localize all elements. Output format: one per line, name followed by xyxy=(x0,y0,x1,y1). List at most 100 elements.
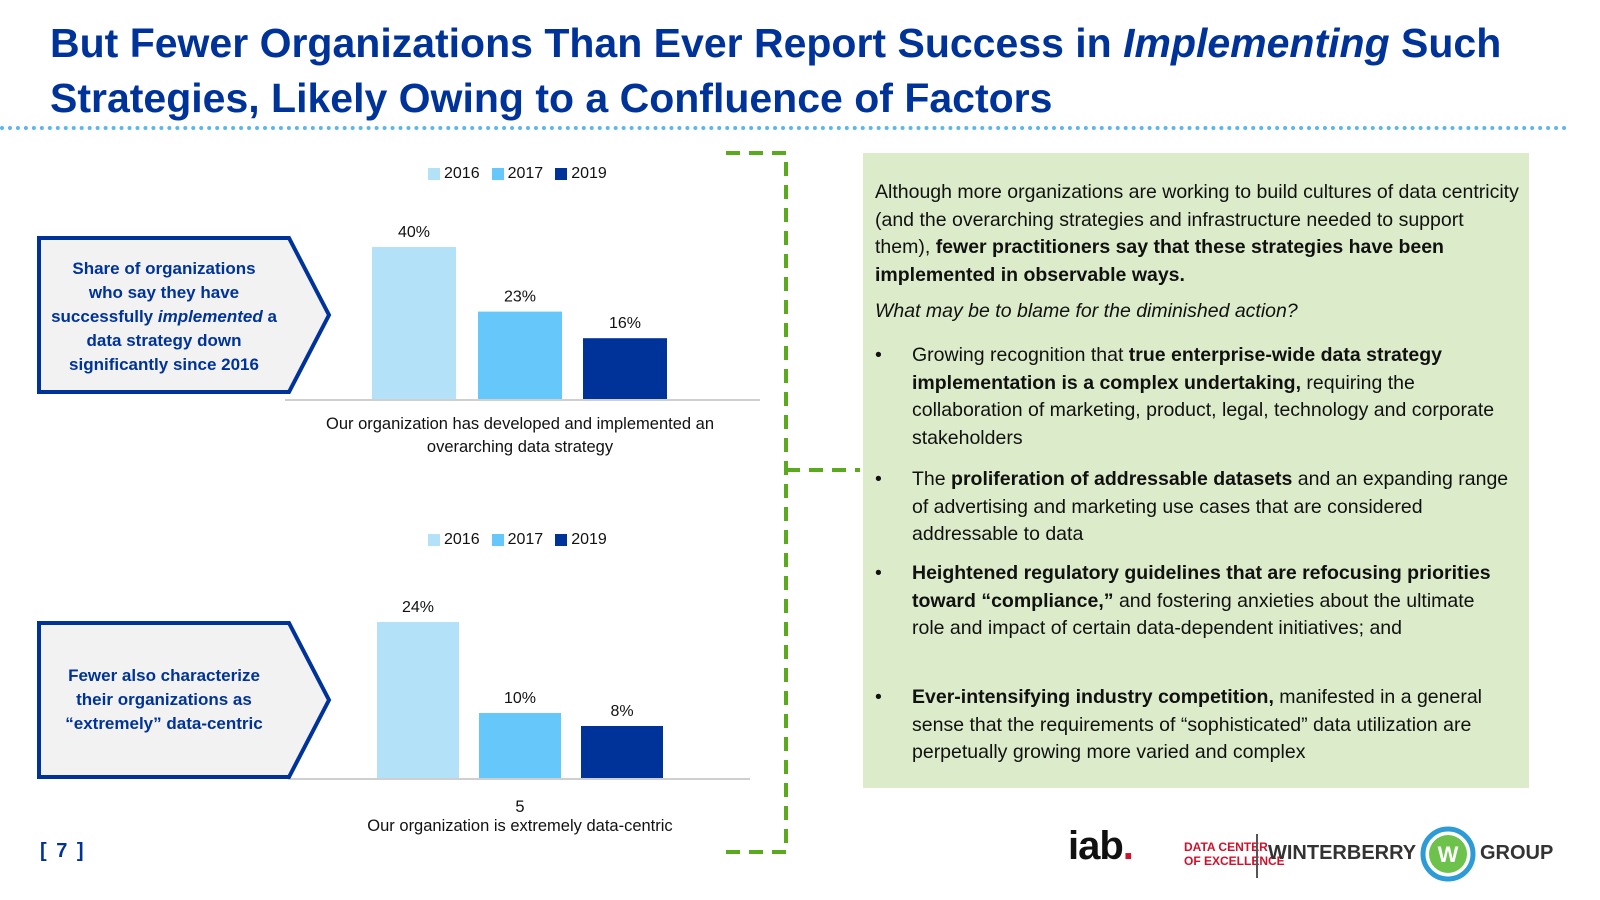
page-title: But Fewer Organizations Than Ever Report… xyxy=(50,16,1570,126)
bullet4-bold: Ever-intensifying industry competition, xyxy=(912,686,1274,708)
callout-implemented: Share of organizations who say they have… xyxy=(37,236,333,394)
bullet-dot: • xyxy=(875,686,882,708)
callout2-line3: “extremely” data-centric xyxy=(65,714,263,733)
callout1-line1: Share of organizations xyxy=(72,259,256,278)
data-label-2016: 40% xyxy=(398,224,430,241)
legend-label-2019: 2019 xyxy=(571,531,607,548)
panel-question: What may be to blame for the diminished … xyxy=(875,300,1298,322)
chart1-caption: Our organization has developed and imple… xyxy=(290,413,750,459)
title-emphasis: Implementing xyxy=(1123,20,1390,66)
panel-intro-plain: Although more organizations are working … xyxy=(875,181,1519,258)
legend-swatch-2017 xyxy=(491,168,504,180)
insight-panel: Although more organizations are working … xyxy=(863,153,1529,788)
legend-label-2016: 2016 xyxy=(444,165,480,182)
winterberry-logo-icon: W xyxy=(1420,826,1476,882)
bullet2-pre: The xyxy=(912,468,952,490)
legend-swatch-2019 xyxy=(555,168,568,180)
callout1-line2: who say they have xyxy=(88,283,240,302)
bullet-dot: • xyxy=(875,468,882,490)
callout2-line1: Fewer also characterize xyxy=(68,666,260,685)
callout-implemented-text: Share of organizations who say they have… xyxy=(49,257,279,377)
group-wordmark: GROUP xyxy=(1480,842,1554,864)
callout2-line2: their organizations as xyxy=(76,690,252,709)
chart2-caption: 5 Our organization is extremely data-cen… xyxy=(290,796,750,838)
data-label-2019: 8% xyxy=(610,703,633,720)
title-line1-pre: But Fewer Organizations Than Ever Report… xyxy=(50,20,1124,66)
panel-intro-bold: fewer practitioners say that these strat… xyxy=(875,236,1444,286)
legend-swatch-2016 xyxy=(428,168,440,180)
panel-intro: Although more organizations are working … xyxy=(875,179,1520,289)
legend-item-2016: 2016 xyxy=(428,165,480,183)
data-label-2016: 24% xyxy=(402,599,434,616)
callout-data-centric-text: Fewer also characterize their organizati… xyxy=(49,664,279,736)
chart1-legend: 2016 2017 2019 xyxy=(428,165,607,183)
legend-swatch-2019 xyxy=(555,534,568,546)
footer-logos: iab. DATA CENTER OF EXCELLENCE WINTERBER… xyxy=(1068,824,1568,884)
bullet1-bold: true enterprise-wide data strategy imple… xyxy=(912,344,1442,394)
bar-2017 xyxy=(479,713,561,778)
title-line1-post: Such xyxy=(1389,20,1502,66)
chart1-caption-line2: overarching data strategy xyxy=(426,438,614,456)
callout1-line3: successfully implemented a xyxy=(49,305,279,329)
callout1-line3-pre: successfully xyxy=(51,307,158,326)
callout-arrow-shape xyxy=(37,621,332,779)
chart1-caption-line1: Our organization has developed and imple… xyxy=(325,415,714,433)
w-letter: W xyxy=(1438,842,1459,867)
data-label-2017: 10% xyxy=(504,690,536,707)
bullet-text: Ever-intensifying industry competition, … xyxy=(912,684,1512,767)
winterberry-wordmark: WINTERBERRY xyxy=(1268,842,1417,864)
legend-label-2017: 2017 xyxy=(507,531,544,548)
bar-2016 xyxy=(372,247,456,399)
bullet-dot: • xyxy=(875,344,882,366)
data-center-label: DATA CENTER OF EXCELLENCE xyxy=(1184,840,1285,868)
callout-arrow-shape xyxy=(37,236,332,394)
bar-2019 xyxy=(583,338,667,399)
bullet3-post: and fostering anxieties about the ultima… xyxy=(912,589,1475,640)
legend-swatch-2016 xyxy=(428,534,440,546)
bar-2017 xyxy=(478,311,562,399)
data-label-2017: 23% xyxy=(504,289,536,306)
bullet-text: Growing recognition that true enterprise… xyxy=(912,342,1512,452)
data-label-2019: 16% xyxy=(609,315,641,332)
legend-swatch-2017 xyxy=(491,534,504,546)
chart2-tick-label: 5 xyxy=(515,798,525,816)
iab-logo-dot: . xyxy=(1122,824,1134,868)
legend-item-2017: 2017 xyxy=(491,531,544,549)
title-line2: Strategies, Likely Owing to a Confluence… xyxy=(50,75,1053,121)
bullet1-pre: Growing recognition that xyxy=(912,344,1129,366)
bullet3-bold: Heightened regulatory guidelines that ar… xyxy=(912,562,1491,612)
callout1-line4: data strategy down xyxy=(86,331,242,350)
dce-line1: DATA CENTER xyxy=(1184,840,1268,854)
legend-item-2016: 2016 xyxy=(428,531,480,549)
chart2-plot: 24% 10% 8% xyxy=(288,599,750,780)
callout1-line3-post: a xyxy=(262,307,277,326)
legend-label-2017: 2017 xyxy=(507,165,544,182)
bullet-dot: • xyxy=(875,562,882,584)
bullet2-post: and an expanding range of advertising an… xyxy=(912,468,1509,545)
logo-separator xyxy=(1256,834,1258,878)
bullet2-bold: proliferation of addressable datasets xyxy=(951,468,1293,490)
callout-data-centric: Fewer also characterize their organizati… xyxy=(37,621,333,779)
callout1-line5: significantly since 2016 xyxy=(69,355,259,374)
bullet1-post: requiring the collaboration of marketing… xyxy=(912,371,1495,449)
iab-logo-text: iab xyxy=(1068,824,1124,868)
page-number: [ 7 ] xyxy=(40,840,86,862)
callout1-emphasis: implemented xyxy=(157,307,263,326)
legend-item-2019: 2019 xyxy=(555,165,607,183)
legend-label-2019: 2019 xyxy=(571,165,607,182)
legend-item-2017: 2017 xyxy=(491,165,544,183)
chart2-legend: 2016 2017 2019 xyxy=(428,531,607,549)
bullet-text: The proliferation of addressable dataset… xyxy=(912,466,1512,549)
bullet-text: Heightened regulatory guidelines that ar… xyxy=(912,560,1512,643)
legend-label-2016: 2016 xyxy=(444,531,480,548)
bullet4-post: manifested in a general sense that the r… xyxy=(912,686,1483,763)
dashed-bracket xyxy=(726,151,860,854)
title-divider xyxy=(0,126,1568,130)
bar-2016 xyxy=(377,622,459,778)
dce-line2: OF EXCELLENCE xyxy=(1184,854,1285,868)
iab-logo: iab. xyxy=(1068,824,1134,869)
bar-2019 xyxy=(581,726,663,778)
legend-item-2019: 2019 xyxy=(555,531,607,549)
chart2-caption-line1: Our organization is extremely data-centr… xyxy=(367,817,673,835)
chart1-plot: 40% 23% 16% xyxy=(285,224,760,401)
